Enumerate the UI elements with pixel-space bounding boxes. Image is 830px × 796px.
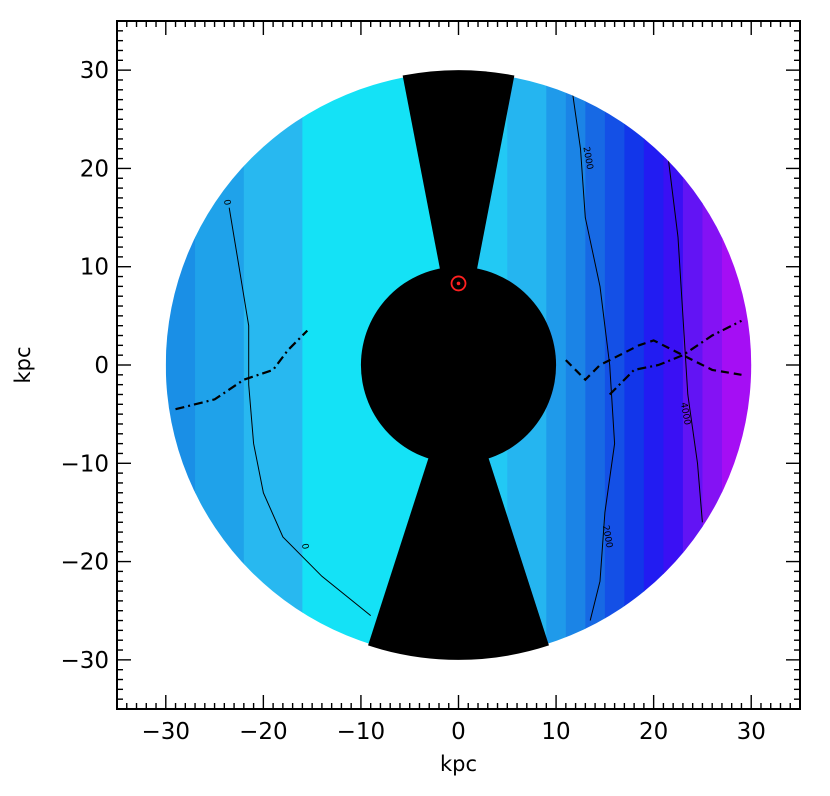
color-band-11 bbox=[643, 72, 664, 658]
warp-line-0 bbox=[175, 329, 309, 411]
contour-label-3: 2000 bbox=[600, 525, 614, 550]
sun-marker bbox=[450, 275, 467, 292]
y-tick-label: 0 bbox=[94, 353, 109, 379]
warp-line-1 bbox=[565, 339, 742, 382]
sun-dot bbox=[456, 281, 461, 286]
x-tick-label: −30 bbox=[142, 719, 191, 745]
x-tick-label: 0 bbox=[451, 719, 466, 745]
color-band-9 bbox=[604, 72, 625, 658]
y-tick-label: 20 bbox=[80, 156, 109, 182]
y-axis-label: kpc bbox=[11, 346, 35, 383]
contour-label-0: 0 bbox=[221, 199, 232, 207]
masked-wedge-bottom bbox=[368, 365, 549, 660]
color-band-13 bbox=[682, 72, 704, 658]
masked-regions bbox=[360, 70, 557, 660]
contour-line-0-0 bbox=[228, 207, 372, 616]
contour-line-4000-2 bbox=[667, 158, 703, 523]
sun-ring bbox=[450, 275, 467, 292]
x-tick-label: −20 bbox=[239, 719, 288, 745]
x-axis-label: kpc bbox=[440, 752, 477, 776]
color-band-7 bbox=[565, 72, 586, 658]
y-tick-label: −10 bbox=[60, 451, 109, 477]
contour-label-4: 4000 bbox=[678, 402, 692, 427]
x-tick-label: 30 bbox=[737, 719, 766, 745]
contour-line-2000-1 bbox=[570, 79, 616, 621]
color-band-12 bbox=[663, 72, 684, 658]
color-band-2 bbox=[243, 72, 303, 658]
y-tick-label: 10 bbox=[80, 255, 109, 281]
x-tick-label: 10 bbox=[541, 719, 570, 745]
color-band-8 bbox=[585, 72, 606, 658]
warp-lines bbox=[175, 319, 742, 411]
x-tick-label: −10 bbox=[337, 719, 386, 745]
axis-ticks bbox=[116, 20, 801, 710]
color-band-6 bbox=[546, 72, 567, 658]
masked-wedge-top bbox=[402, 70, 515, 365]
color-band-14 bbox=[702, 72, 723, 658]
y-tick-label: −20 bbox=[60, 550, 109, 576]
y-tick-label: −30 bbox=[60, 648, 109, 674]
contour-label-1: 0 bbox=[299, 543, 310, 551]
x-tick-label: 20 bbox=[639, 719, 668, 745]
x-tick-labels: −30 −20 −10 0 10 20 30 bbox=[142, 719, 766, 745]
color-band-0 bbox=[165, 72, 196, 658]
color-band-1 bbox=[195, 72, 245, 658]
contour-label-2: 2000 bbox=[580, 146, 594, 171]
contour-lines: 0 0 2000 2000 4000 bbox=[221, 79, 703, 621]
color-band-10 bbox=[624, 72, 645, 658]
masked-inner-disk bbox=[360, 266, 557, 464]
y-tick-label: 30 bbox=[80, 58, 109, 84]
color-band-15 bbox=[721, 72, 752, 658]
y-tick-labels: 30 20 10 0 −10 −20 −30 bbox=[60, 58, 109, 674]
